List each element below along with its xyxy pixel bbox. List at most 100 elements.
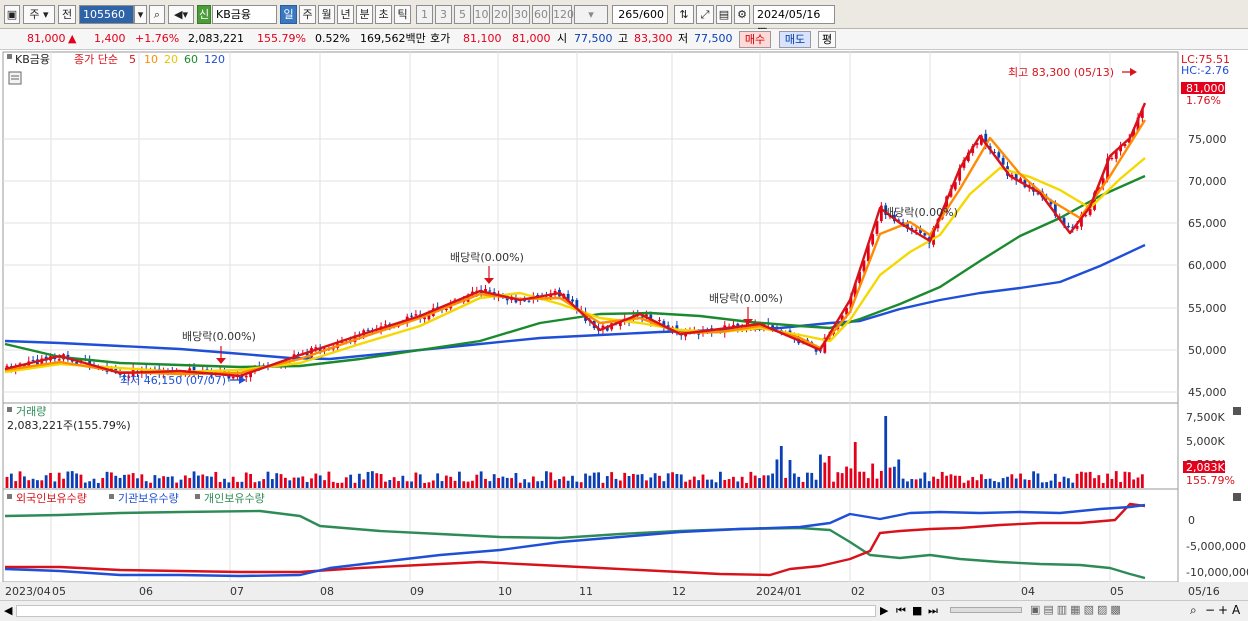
candle-body (997, 152, 1001, 158)
code-input[interactable]: 105560 (79, 5, 134, 24)
interval-30[interactable]: 30 (512, 5, 530, 24)
candle-body (919, 228, 922, 233)
volume-bar (984, 479, 988, 488)
calculator-icon[interactable] (8, 71, 22, 85)
candle-body (414, 314, 418, 316)
zoom-slider[interactable] (950, 607, 1022, 613)
bottom-scrollbar[interactable]: ◀ ▶ ⏮ ■ ⏭ ▣▤▥▦▧▨▩ ⌕ − + A (0, 600, 1248, 621)
interval-5[interactable]: 5 (454, 5, 471, 24)
dividend-label-2: 배당락(0.00%) (450, 251, 524, 264)
volume-close-icon[interactable] (1233, 407, 1241, 415)
candle-body (31, 360, 35, 362)
volume-bar (379, 474, 383, 488)
interval-60[interactable]: 60 (532, 5, 550, 24)
minus-icon[interactable]: − (1205, 603, 1216, 617)
candle-body (427, 315, 431, 320)
volume-bar (540, 480, 544, 488)
x-label-02: 02 (851, 585, 865, 598)
price-change-pct: +1.76% (135, 32, 180, 45)
search-icon[interactable]: ⌕ (149, 5, 165, 24)
volume-bar (819, 454, 822, 488)
volume-bar (92, 478, 96, 488)
candle-body (1049, 199, 1053, 205)
market-select[interactable]: 주 ▾ (23, 5, 55, 24)
candle-body (249, 372, 252, 378)
volume-bar (1084, 472, 1088, 488)
volume-bar (814, 479, 818, 488)
view-tools-icon[interactable]: ▣▤▥▦▧▨▩ (1030, 603, 1124, 616)
volume-bar (940, 471, 944, 488)
prev-button[interactable]: 전 (58, 5, 76, 24)
volume-bar (1040, 482, 1044, 488)
volume-bar (440, 481, 444, 488)
buy-button[interactable]: 매수 (739, 31, 771, 48)
speaker-icon[interactable]: ◀▾ (168, 5, 194, 24)
volume-bar (666, 473, 670, 488)
candle-body (618, 320, 622, 327)
scroll-left-icon[interactable]: ◀ (4, 604, 13, 617)
volume-bar (784, 477, 788, 488)
volume-bar (1080, 471, 1083, 488)
sell-button[interactable]: 매도 (779, 31, 811, 48)
candle-body (771, 325, 774, 328)
date-field[interactable]: 2024/05/16 ▦ (753, 5, 835, 38)
layout-icon[interactable]: ▣ (4, 5, 20, 24)
interval-120[interactable]: 120 (552, 5, 574, 24)
volume-bar (1049, 480, 1053, 488)
gear-icon[interactable]: ⚙ (734, 5, 750, 24)
volume-bar (553, 480, 557, 488)
price-change: 1,400 (94, 32, 126, 45)
volume-bar (201, 474, 205, 488)
save-icon[interactable]: ▤ (716, 5, 732, 24)
interval-custom[interactable]: ▾ (574, 5, 608, 24)
volume-bar (740, 476, 744, 488)
interval-3[interactable]: 3 (435, 5, 452, 24)
draw-icon[interactable]: ⤢ (696, 5, 714, 24)
scroll-right-icon[interactable]: ▶ (880, 604, 889, 617)
volume-bar (279, 474, 283, 488)
holding-close-icon[interactable] (1233, 493, 1241, 501)
bid-label: 호가 (430, 32, 451, 45)
x-label-03: 03 (931, 585, 945, 598)
period-minute[interactable]: 분 (356, 5, 373, 24)
interval-20[interactable]: 20 (492, 5, 510, 24)
candle-body (849, 296, 853, 310)
font-icon[interactable]: A (1232, 603, 1241, 617)
volume-bar (1136, 477, 1140, 488)
chart-area[interactable]: 배당락(0.00%) 배당락(0.00%) 배당락(0.00%) 배당락(0.0… (0, 50, 1248, 621)
volume-bar (618, 480, 622, 488)
stock-name-field[interactable]: KB금융 (212, 5, 277, 24)
volume-bar (83, 482, 87, 488)
period-year[interactable]: 년 (337, 5, 354, 24)
candle-body (192, 366, 196, 374)
period-week[interactable]: 주 (299, 5, 316, 24)
period-second[interactable]: 초 (375, 5, 392, 24)
stock-tag: KB금융 (15, 53, 50, 66)
x-label-06: 06 (139, 585, 153, 598)
candle-body (932, 227, 935, 245)
eval-button[interactable]: 평 (818, 31, 836, 48)
interval-1[interactable]: 1 (416, 5, 433, 24)
plus-icon[interactable]: + (1218, 603, 1229, 617)
volume-bar (31, 478, 35, 488)
volume-bar (579, 482, 583, 488)
last-icon[interactable]: ⏭ (928, 604, 938, 617)
ma60-line (4, 174, 1146, 369)
volume-bar (223, 478, 226, 488)
count-field[interactable]: 265/600 (612, 5, 668, 24)
indicator-icon[interactable]: ⇅ (674, 5, 694, 24)
legend-foreign: 외국인보유수량 (16, 492, 87, 505)
code-dropdown-icon[interactable]: ▾ (134, 5, 147, 24)
chart-svg[interactable]: 배당락(0.00%) 배당락(0.00%) 배당락(0.00%) 배당락(0.0… (0, 50, 1248, 600)
stop-icon[interactable]: ■ (912, 604, 923, 617)
period-tick[interactable]: 틱 (394, 5, 411, 24)
volume-bar (257, 481, 261, 488)
scroll-track[interactable] (16, 605, 876, 617)
interval-10[interactable]: 10 (473, 5, 490, 24)
zoom-out-icon[interactable]: ⌕ (1190, 603, 1197, 617)
period-day[interactable]: 일 (280, 5, 297, 24)
candle-body (40, 358, 44, 366)
candle-body (1123, 143, 1127, 147)
first-icon[interactable]: ⏮ (896, 604, 906, 617)
period-month[interactable]: 월 (318, 5, 335, 24)
